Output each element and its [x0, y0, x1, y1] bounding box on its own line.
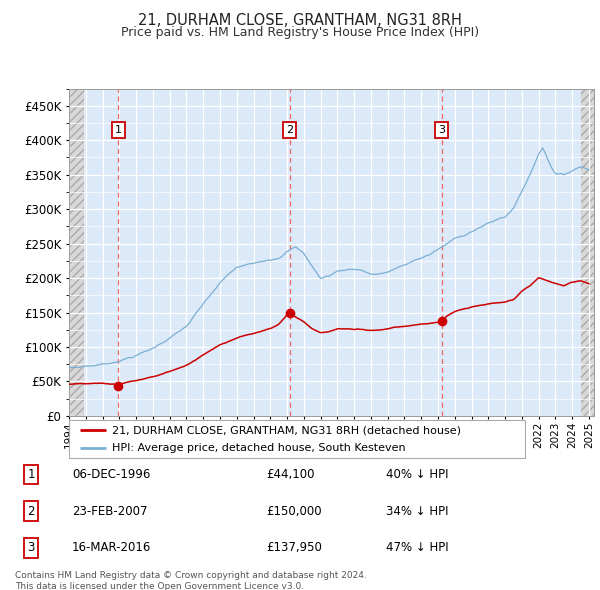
Bar	[69, 88, 84, 416]
Text: 1: 1	[115, 125, 122, 135]
Text: 34% ↓ HPI: 34% ↓ HPI	[386, 504, 448, 518]
Text: £44,100: £44,100	[266, 468, 314, 481]
Text: 3: 3	[438, 125, 445, 135]
Text: £150,000: £150,000	[266, 504, 322, 518]
Text: 06-DEC-1996: 06-DEC-1996	[72, 468, 151, 481]
Text: HPI: Average price, detached house, South Kesteven: HPI: Average price, detached house, Sout…	[112, 442, 406, 453]
Text: 2: 2	[27, 504, 35, 518]
Text: 47% ↓ HPI: 47% ↓ HPI	[386, 541, 448, 555]
Text: 16-MAR-2016: 16-MAR-2016	[72, 541, 151, 555]
Text: Price paid vs. HM Land Registry's House Price Index (HPI): Price paid vs. HM Land Registry's House …	[121, 26, 479, 39]
Bar	[581, 88, 596, 416]
FancyBboxPatch shape	[69, 420, 525, 458]
Text: £137,950: £137,950	[266, 541, 322, 555]
Text: 21, DURHAM CLOSE, GRANTHAM, NG31 8RH (detached house): 21, DURHAM CLOSE, GRANTHAM, NG31 8RH (de…	[112, 425, 461, 435]
Text: 2: 2	[286, 125, 293, 135]
Text: 3: 3	[27, 541, 35, 555]
Text: 23-FEB-2007: 23-FEB-2007	[72, 504, 148, 518]
Text: 40% ↓ HPI: 40% ↓ HPI	[386, 468, 448, 481]
Text: 1: 1	[27, 468, 35, 481]
Text: Contains HM Land Registry data © Crown copyright and database right 2024.
This d: Contains HM Land Registry data © Crown c…	[15, 571, 367, 590]
Text: 21, DURHAM CLOSE, GRANTHAM, NG31 8RH: 21, DURHAM CLOSE, GRANTHAM, NG31 8RH	[138, 13, 462, 28]
